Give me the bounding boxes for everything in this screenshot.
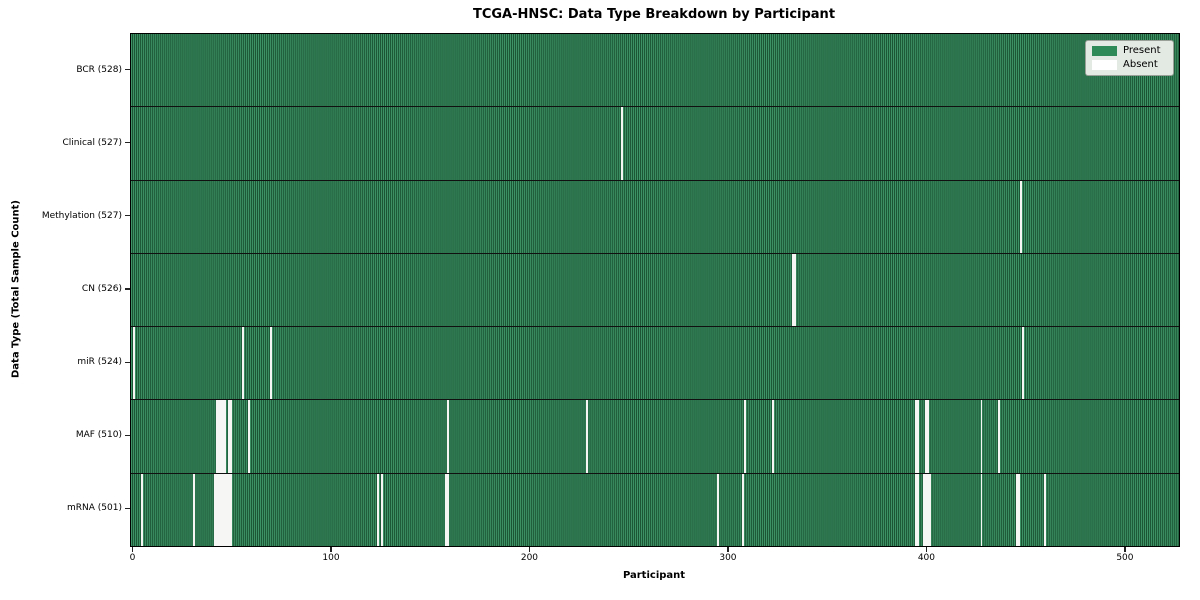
row-cn (131, 253, 1179, 328)
absent-mark (926, 400, 929, 473)
absent-mark (998, 400, 1001, 473)
absent-mark (926, 473, 929, 546)
absent-mark (1022, 327, 1025, 400)
absent-mark (922, 473, 925, 546)
absent-mark (791, 253, 794, 327)
absent-mark (226, 473, 229, 546)
y-tick-mark (125, 507, 130, 510)
absent-mark (772, 400, 775, 473)
absent-mark (446, 400, 449, 473)
chart-title: TCGA-HNSC: Data Type Breakdown by Partic… (472, 7, 836, 22)
y-tick-label: CN (526) (81, 284, 122, 294)
absent-mark (915, 473, 917, 546)
y-tick-mark (125, 68, 130, 71)
absent-mark (228, 400, 231, 473)
x-axis-label: Participant (622, 570, 686, 581)
legend-label-present: Present (1123, 45, 1161, 56)
x-tick-label: 100 (322, 553, 340, 563)
absent-mark (222, 400, 225, 473)
y-tick-label: mRNA (501) (67, 503, 122, 514)
row-clinical (131, 107, 1179, 181)
absent-mark (248, 400, 251, 473)
absent-mark (224, 473, 227, 546)
x-tick-mark (528, 546, 531, 552)
y-tick-mark (125, 434, 130, 436)
absent-mark (220, 400, 223, 473)
x-tick-label: 0 (129, 553, 136, 563)
y-tick-mark (125, 288, 130, 290)
legend-label-absent: Absent (1123, 59, 1158, 70)
absent-mark (980, 473, 983, 546)
x-tick-mark (330, 546, 332, 552)
absent-mark (585, 400, 588, 473)
y-tick-label: BCR (528) (76, 64, 122, 75)
row-mir (131, 327, 1179, 401)
absent-mark (444, 473, 447, 546)
x-tick-mark (1124, 546, 1126, 552)
y-tick-label: miR (524) (77, 357, 122, 368)
absent-mark (140, 473, 143, 546)
absent-mark (214, 473, 217, 546)
legend-item-present: Present (1092, 46, 1166, 56)
x-tick-label: 400 (917, 553, 936, 563)
x-tick-mark (131, 546, 134, 552)
absent-mark (917, 473, 919, 546)
absent-mark (381, 473, 384, 546)
absent-mark (793, 253, 796, 327)
x-tick-label: 200 (520, 553, 539, 563)
absent-mark (216, 400, 219, 473)
absent-mark (269, 327, 272, 400)
absent-mark (742, 473, 745, 546)
absent-mark (1018, 473, 1021, 546)
absent-mark (980, 400, 983, 473)
y-tick-mark (125, 142, 130, 144)
absent-mark (1020, 180, 1023, 253)
absent-mark (230, 400, 233, 473)
absent-mark (218, 473, 221, 546)
absent-mark (928, 473, 931, 546)
y-tick-mark (125, 361, 130, 363)
x-tick-mark (727, 546, 729, 552)
absent-mark (446, 473, 449, 546)
row-methylation (131, 180, 1179, 254)
absent-mark (132, 327, 135, 400)
absent-mark (228, 473, 231, 546)
legend-item-absent: Absent (1092, 60, 1166, 70)
row-bcr (131, 34, 1179, 108)
absent-mark (242, 327, 245, 400)
absent-mark (224, 400, 227, 473)
absent-mark (216, 473, 219, 546)
x-tick-label: 500 (1116, 553, 1134, 563)
absent-mark (230, 473, 233, 546)
legend: Present Absent (1085, 40, 1174, 76)
absent-mark (1044, 473, 1046, 546)
absent-mark (621, 107, 624, 180)
y-tick-label: Clinical (527) (62, 137, 122, 148)
absent-mark (716, 473, 719, 546)
y-tick-mark (125, 215, 130, 217)
absent-mark (222, 473, 225, 546)
absent-mark (744, 400, 747, 473)
absent-mark (1016, 473, 1019, 546)
x-tick-label: 300 (719, 553, 737, 563)
absent-mark (924, 473, 927, 546)
row-mrna (131, 473, 1179, 546)
absent-mark (377, 473, 380, 546)
absent-mark (917, 400, 919, 473)
absent-mark (220, 473, 223, 546)
y-tick-label: Methylation (527) (41, 210, 122, 221)
row-maf (131, 400, 1179, 474)
absent-mark (915, 400, 917, 473)
y-tick-label: MAF (510) (75, 430, 122, 441)
absent-swatch-icon (1092, 60, 1117, 70)
x-tick-mark (925, 546, 928, 552)
absent-mark (924, 400, 927, 473)
present-swatch-icon (1092, 46, 1117, 56)
absent-mark (218, 400, 221, 473)
plot-area (130, 33, 1180, 547)
absent-mark (192, 473, 195, 546)
